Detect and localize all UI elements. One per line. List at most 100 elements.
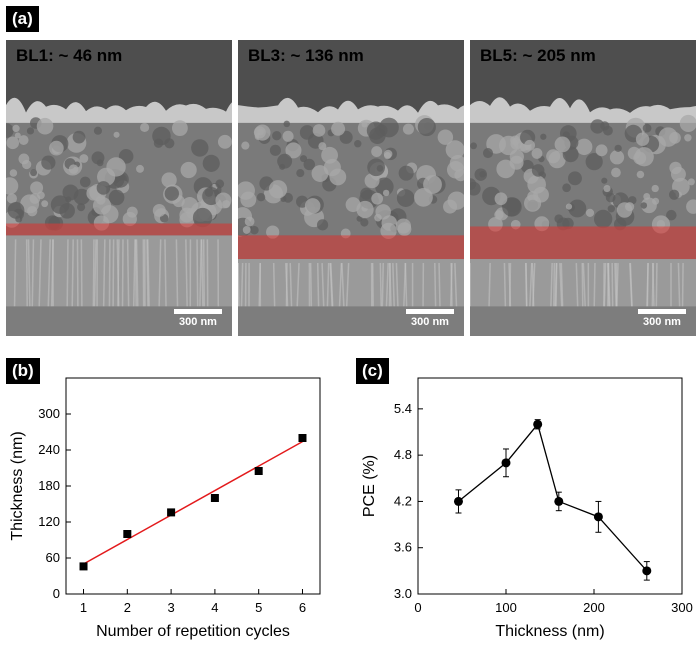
sem-column: [164, 239, 167, 307]
sem-column: [404, 263, 408, 307]
data-point: [167, 508, 176, 517]
sem-column: [200, 239, 204, 307]
sem-grain: [92, 196, 112, 215]
sem-grain: [384, 152, 392, 160]
sem-grain: [568, 171, 582, 186]
sem-column: [615, 263, 619, 307]
sem-blocking-layer-band: [6, 223, 232, 236]
sem-column: [116, 239, 120, 307]
sem-column: [134, 239, 137, 307]
sem-column: [175, 239, 179, 307]
sem-grain: [396, 189, 415, 207]
sem-column: [438, 263, 441, 307]
sem-column: [38, 239, 42, 307]
scale-bar-label: 300 nm: [179, 316, 217, 328]
data-point: [254, 467, 263, 475]
sem-grain: [153, 138, 164, 148]
sem-grain: [562, 131, 570, 139]
sem-grain: [402, 123, 414, 135]
sem-column: [379, 263, 382, 307]
sem-grain: [482, 148, 494, 159]
sem-grain: [41, 155, 56, 170]
sem-grain: [614, 144, 622, 152]
sem-column: [341, 263, 345, 307]
sem-column: [272, 263, 276, 307]
sem-column: [629, 263, 633, 307]
x-tick-label: 2: [124, 600, 131, 615]
sem-texture: [470, 40, 696, 336]
sem-column: [13, 239, 17, 307]
sem-grain: [366, 121, 386, 140]
sem-grain: [531, 148, 543, 159]
sem-grain: [30, 169, 38, 177]
sem-column: [326, 263, 330, 307]
sem-column: [614, 263, 617, 307]
sem-column: [132, 239, 136, 307]
sem-grain: [244, 216, 255, 227]
sem-grain: [635, 132, 650, 146]
sem-grain: [607, 205, 615, 213]
sem-grain: [26, 127, 35, 135]
sem-grain: [684, 134, 692, 142]
sem-grain: [113, 131, 120, 138]
sem-grain: [215, 179, 225, 189]
sem-column: [450, 263, 453, 307]
sem-grain: [96, 181, 111, 195]
x-tick-label: 5: [255, 600, 262, 615]
sem-grain: [161, 172, 177, 188]
sem-column: [434, 263, 437, 307]
sem-column: [345, 263, 350, 307]
sem-image-bl1: BL1: ~ 46 nm 300 nm: [6, 40, 232, 336]
sem-grain: [642, 123, 652, 133]
sem-column: [531, 263, 535, 307]
y-tick-label: 0: [53, 586, 60, 601]
sem-column: [488, 263, 491, 307]
sem-grain: [36, 117, 54, 135]
data-point: [453, 496, 463, 506]
sem-grain: [585, 208, 595, 217]
sem-grain: [180, 161, 197, 179]
sem-column: [338, 263, 343, 307]
sem-grain: [171, 120, 188, 137]
sem-column: [126, 239, 130, 307]
sem-grain: [354, 140, 362, 148]
sem-column: [503, 263, 507, 307]
sem-grain: [593, 209, 613, 229]
sem-grain: [242, 225, 251, 234]
sem-grain: [272, 131, 282, 141]
sem-column: [388, 263, 391, 307]
data-point: [298, 434, 307, 442]
sem-column: [321, 263, 325, 307]
sem-grain: [6, 136, 20, 150]
sem-column: [508, 263, 512, 307]
sem-grain: [356, 215, 363, 222]
sem-column: [102, 239, 106, 307]
sem-column: [93, 239, 97, 307]
sem-column: [309, 263, 313, 307]
sem-column: [289, 263, 293, 307]
sem-grain: [30, 181, 44, 195]
sem-grain: [215, 192, 232, 209]
sem-grain: [470, 178, 477, 190]
sem-grain: [68, 164, 79, 174]
sem-grain: [641, 197, 657, 214]
sem-column: [31, 239, 35, 307]
sem-grain: [18, 153, 30, 165]
sem-grain: [49, 140, 64, 156]
sem-grain: [533, 186, 549, 203]
sem-label: BL1: ~ 46 nm: [16, 46, 123, 65]
sem-grain: [181, 197, 199, 214]
data-point: [593, 512, 603, 522]
sem-column: [677, 263, 681, 307]
sem-grain: [611, 167, 621, 178]
sem-grain: [524, 139, 536, 151]
sem-grain: [609, 150, 625, 165]
x-tick-label: 1: [80, 600, 87, 615]
sem-column: [593, 263, 596, 307]
sem-column: [582, 263, 586, 307]
sem-grain: [531, 164, 545, 177]
plot-frame: [65, 377, 321, 595]
sem-texture: [238, 40, 464, 336]
sem-grain: [398, 165, 414, 181]
sem-grain: [445, 140, 464, 160]
